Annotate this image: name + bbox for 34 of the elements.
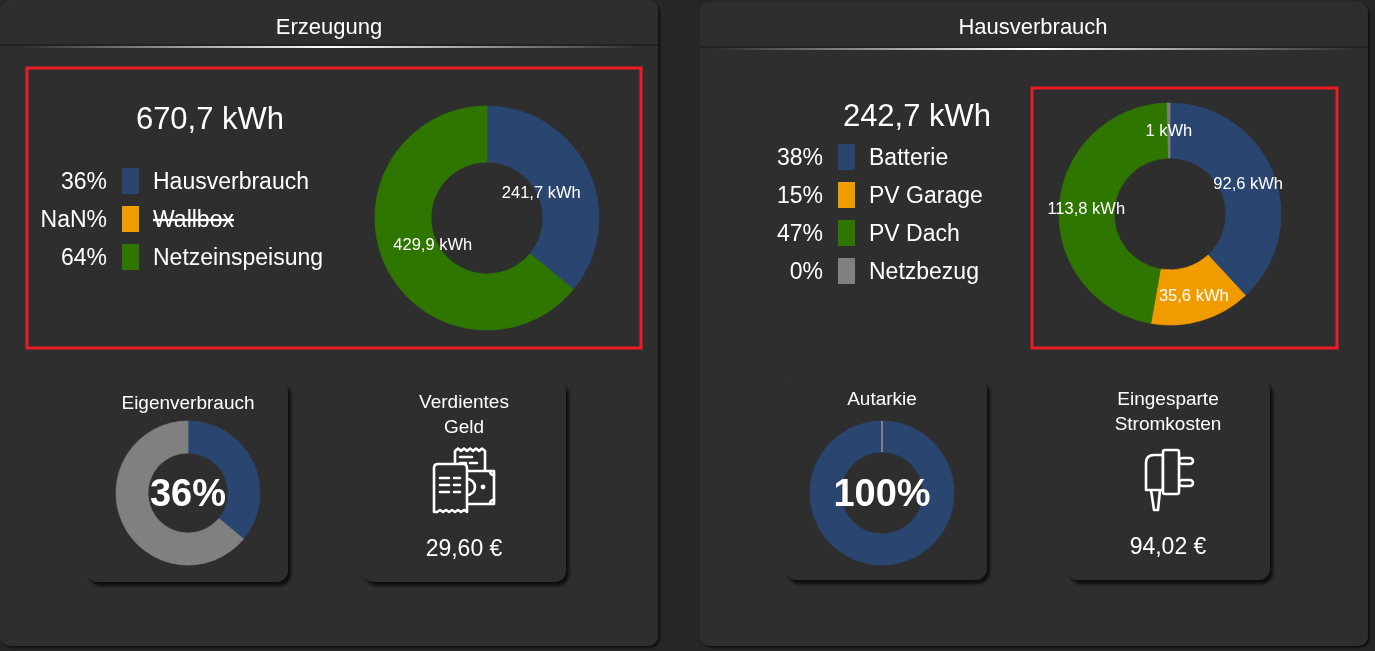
chart-title: Hausverbrauch xyxy=(958,13,1108,39)
text: 0% xyxy=(789,258,823,284)
text: Verdientes Geld xyxy=(419,390,509,437)
text: 15% xyxy=(776,182,823,208)
chart-title: Erzeugung xyxy=(275,13,383,39)
text: NaN% xyxy=(40,206,107,232)
chart-subtitle: 242,7 kWh xyxy=(842,97,992,133)
donut-slice xyxy=(115,420,244,566)
legend-label: Batterie xyxy=(869,144,949,170)
chart-title: Autarkie xyxy=(847,387,917,409)
legend-label: Wallbox xyxy=(153,206,235,232)
chart-subtitle: 670,7 kWh xyxy=(135,100,285,136)
data-label: 1 kWh xyxy=(1145,121,1193,140)
data-label: 35,6 kWh xyxy=(1158,285,1229,304)
text: Eingesparte Stromkosten xyxy=(1114,387,1222,434)
text: 64% xyxy=(60,244,107,270)
text: 47% xyxy=(776,220,823,246)
text: 36% xyxy=(60,168,107,194)
legend-label: Netzeinspeisung xyxy=(153,244,324,270)
legend-label: PV Garage xyxy=(869,182,983,208)
text: 94,02 € xyxy=(1129,533,1207,559)
data-label: 92,6 kWh xyxy=(1213,174,1284,193)
text: 29,60 € xyxy=(425,535,503,561)
data-label: 241,7 kWh xyxy=(501,183,581,202)
text: 36% xyxy=(149,472,227,514)
text: 38% xyxy=(776,144,823,170)
data-label: 429,9 kWh xyxy=(393,234,473,253)
legend-label: Hausverbrauch xyxy=(153,168,309,194)
legend-label: PV Dach xyxy=(869,220,960,246)
data-label: 113,8 kWh xyxy=(1047,198,1126,217)
chart-title: Eigenverbrauch xyxy=(121,391,255,413)
legend-label: Netzbezug xyxy=(869,258,979,284)
donut-slice xyxy=(1150,254,1246,326)
text: 100% xyxy=(833,472,931,514)
